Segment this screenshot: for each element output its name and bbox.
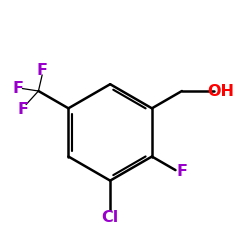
Text: OH: OH (208, 84, 234, 98)
Text: Cl: Cl (102, 210, 119, 225)
Text: F: F (12, 81, 24, 96)
Text: F: F (18, 102, 28, 116)
Text: F: F (176, 164, 187, 179)
Text: F: F (37, 63, 48, 78)
